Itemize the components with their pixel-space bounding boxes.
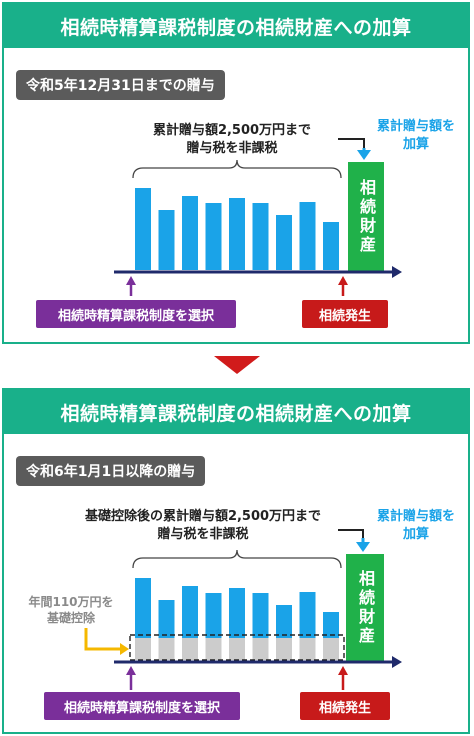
gift-bar-8 [299, 202, 316, 270]
deduction-portion-7 [276, 638, 292, 660]
gift-bar-3 [182, 196, 198, 270]
gift-bar-6 [252, 203, 269, 270]
add-total-gifts-label: 累計贈与額を 加算 [376, 119, 455, 152]
gift-period-brace [132, 159, 342, 179]
gift-bar-5 [229, 198, 245, 270]
deduction-portion-1 [135, 638, 151, 660]
deduction-portion-6 [252, 638, 269, 660]
deduction-portion-3 [182, 638, 198, 660]
deduction-pointer-arrowhead [120, 643, 129, 655]
period-badge: 令和6年1月1日以降の贈与 [16, 456, 206, 486]
select-marker-arrowhead [126, 276, 136, 285]
inheritance-occurs-label: 相続発生 [300, 692, 390, 720]
panel-before-2024: 相続時精算課税制度の相続財産への加算 令和5年12月31日までの贈与 累計贈与額… [2, 2, 470, 344]
deduction-portion-9 [323, 638, 339, 660]
time-axis-arrowhead [392, 266, 402, 278]
select-marker-arrowhead [126, 666, 136, 675]
gift-period-brace [132, 549, 342, 569]
add-total-gifts-label: 累計贈与額を 加算 [376, 509, 455, 542]
inherited-estate-box: 相続財産 [348, 162, 384, 272]
panel-after-2024: 相続時精算課税制度の相続財産への加算 令和6年1月1日以降の贈与 基礎控除後の累… [2, 388, 470, 734]
deduction-portion-2 [158, 638, 175, 660]
top-diagram-graphics [114, 138, 402, 296]
deduction-portion-5 [229, 638, 245, 660]
add-to-estate-arrow [338, 138, 365, 151]
deduction-portion-4 [205, 638, 222, 660]
deduction-dashed-outline [129, 634, 345, 661]
inheritance-marker-arrowhead [338, 276, 348, 285]
deduction-pointer-line [84, 628, 121, 651]
period-badge: 令和5年12月31日までの贈与 [16, 70, 225, 100]
basic-deduction-note: 年間110万円を 基礎控除 [28, 595, 114, 625]
inherited-estate-box: 相続財産 [346, 554, 384, 662]
inheritance-marker-arrowhead [338, 666, 348, 675]
inheritance-occurs-label: 相続発生 [302, 300, 388, 328]
panel-title: 相続時精算課税制度の相続財産への加算 [4, 390, 468, 434]
panel-title: 相続時精算課税制度の相続財産への加算 [4, 4, 468, 48]
time-axis-arrowhead [392, 656, 402, 668]
gift-bar-4 [205, 203, 222, 270]
select-system-label: 相続時精算課税制度を選択 [36, 300, 236, 328]
total-label-arrowhead [357, 150, 371, 160]
gift-tax-exemption-note: 基礎控除後の累計贈与額2,500万円まで 贈与税を非課税 [84, 509, 322, 542]
gift-bar-9 [323, 222, 339, 270]
total-label-arrowhead [356, 542, 370, 552]
add-to-estate-arrow [338, 529, 364, 543]
gift-tax-exemption-note: 累計贈与額2,500万円まで 贈与税を非課税 [152, 123, 312, 156]
deduction-portion-8 [299, 638, 316, 660]
gift-bar-7 [276, 215, 292, 270]
gift-bar-1 [135, 188, 151, 270]
gift-bar-2 [158, 210, 175, 270]
select-system-label: 相続時精算課税制度を選択 [44, 692, 240, 720]
